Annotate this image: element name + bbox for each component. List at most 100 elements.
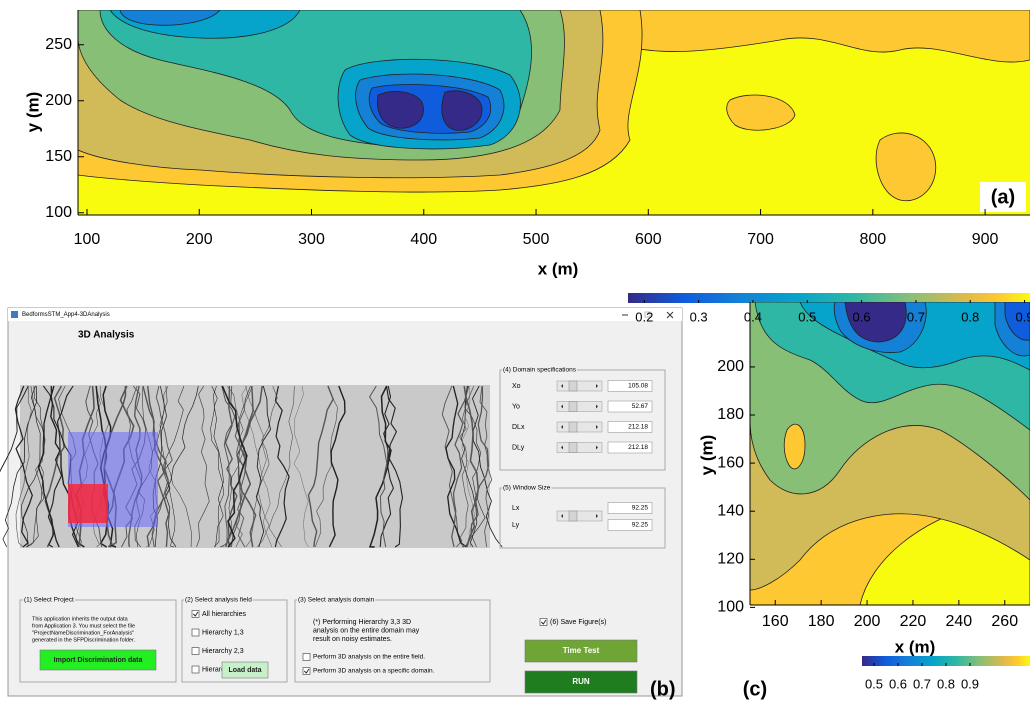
- field-label: Ly: [512, 522, 520, 529]
- close-button[interactable]: [666, 311, 674, 319]
- ridge: [15, 385, 32, 548]
- checkbox[interactable]: [191, 628, 200, 637]
- text-field[interactable]: [607, 519, 653, 531]
- x-tick-label: 900: [972, 231, 999, 248]
- y-tick-label: 100: [45, 204, 72, 221]
- check-mark: [303, 668, 310, 674]
- ridge: [211, 385, 224, 548]
- colorbar-tick-label: 0.7: [907, 309, 925, 324]
- window-title: BedformsSTM_App4-3DAnalysis: [22, 312, 110, 318]
- group-title-bg: [297, 596, 376, 604]
- ridge: [461, 385, 478, 548]
- checkbox[interactable]: [191, 647, 200, 655]
- option-label: (6) Save Figure(s): [550, 619, 606, 626]
- check-mark: [192, 611, 199, 617]
- group-title: (3) Select analysis domain: [298, 597, 375, 604]
- option-label: Hierarchy 1,3: [202, 629, 244, 636]
- ridge: [369, 385, 388, 548]
- text-field[interactable]: [607, 441, 653, 454]
- contour-map-c: [750, 302, 1030, 605]
- ridge: [14, 385, 33, 548]
- text-field[interactable]: [607, 502, 653, 514]
- x-tick-label: 800: [859, 231, 886, 248]
- checkbox[interactable]: [539, 618, 548, 626]
- group-title-bg: [23, 596, 75, 604]
- ridge: [219, 385, 237, 548]
- slider-thumb[interactable]: [568, 380, 578, 392]
- ridge: [210, 385, 225, 548]
- field-label: Xo: [512, 383, 521, 390]
- text-field[interactable]: [607, 421, 653, 433]
- ridge: [445, 385, 467, 548]
- ridge: [159, 385, 192, 548]
- slider[interactable]: [556, 442, 603, 453]
- contour: [875, 132, 937, 202]
- field-value: 92.25: [632, 522, 649, 529]
- field-label: Lx: [512, 505, 520, 512]
- field-label: Yo: [512, 403, 520, 410]
- app-window: BedformsSTM_App4-3DAnalysis 3D Analysis …: [0, 307, 683, 700]
- checkbox[interactable]: [191, 610, 200, 618]
- check-mark: [540, 619, 547, 625]
- ridge: [307, 385, 334, 548]
- ridge: [196, 385, 210, 548]
- field-label: DLx: [512, 424, 525, 431]
- colorbar: [628, 293, 1030, 303]
- ridge: [227, 385, 263, 548]
- slider-thumb[interactable]: [568, 421, 578, 433]
- checkbox[interactable]: [302, 667, 311, 675]
- group-box: [499, 487, 666, 549]
- y-tick-label: 200: [45, 92, 72, 109]
- maximize-button[interactable]: [644, 311, 651, 318]
- slider-thumb[interactable]: [568, 442, 578, 453]
- x-tick-label: 600: [635, 231, 662, 248]
- button[interactable]: [524, 670, 638, 694]
- button[interactable]: [524, 639, 638, 663]
- text-field[interactable]: [607, 380, 653, 392]
- field-value: 92.25: [632, 505, 649, 512]
- contour: [599, 10, 1030, 63]
- x-tick-label: 300: [298, 231, 325, 248]
- description: "ProjectNameDiscrimination_ForAnalysis": [32, 630, 134, 636]
- slider[interactable]: [556, 380, 603, 392]
- ridge: [368, 385, 392, 548]
- button[interactable]: [221, 661, 269, 679]
- ridge: [37, 385, 60, 548]
- group-title: (2) Select analysis field: [185, 597, 252, 604]
- checkbox[interactable]: [302, 653, 311, 661]
- slider-thumb[interactable]: [568, 510, 578, 522]
- ridge: [241, 385, 273, 548]
- text-field[interactable]: [607, 400, 653, 413]
- colorbar-tick-label: 0.3: [690, 309, 708, 324]
- colorbar-tick-label: 0.9: [1016, 309, 1030, 324]
- ridge: [2, 385, 38, 548]
- slider[interactable]: [556, 401, 603, 412]
- ridge: [479, 385, 493, 548]
- contour-map-a: [78, 10, 1030, 215]
- y-axis-label: y (m): [697, 435, 716, 476]
- colorbar-tick-label: 0.8: [937, 676, 955, 691]
- x-tick-label: 200: [186, 231, 213, 248]
- option-label: Perform 3D analysis on a specific domain…: [313, 668, 435, 675]
- y-axis-label: y (m): [23, 92, 42, 133]
- slider[interactable]: [556, 510, 603, 522]
- x-tick-label: 220: [900, 613, 927, 630]
- slider-thumb[interactable]: [568, 401, 578, 412]
- ridge: [245, 385, 278, 548]
- button-label: Time Test: [563, 646, 600, 655]
- slider[interactable]: [556, 421, 603, 433]
- checkbox[interactable]: [191, 665, 200, 674]
- ridge: [222, 385, 253, 548]
- y-tick-label: 160: [717, 454, 744, 471]
- description: generated in the SFPDiscrimination folde…: [32, 637, 135, 643]
- group-title-bg: [184, 596, 253, 604]
- ridge: [385, 385, 404, 548]
- ridge: [26, 385, 44, 548]
- button[interactable]: [39, 649, 157, 671]
- description: from Application 3. You must select the …: [32, 623, 135, 629]
- button-label: Load data: [228, 667, 261, 674]
- group-title-bg: [502, 366, 577, 374]
- contour: [844, 302, 907, 343]
- x-tick-label: 400: [410, 231, 437, 248]
